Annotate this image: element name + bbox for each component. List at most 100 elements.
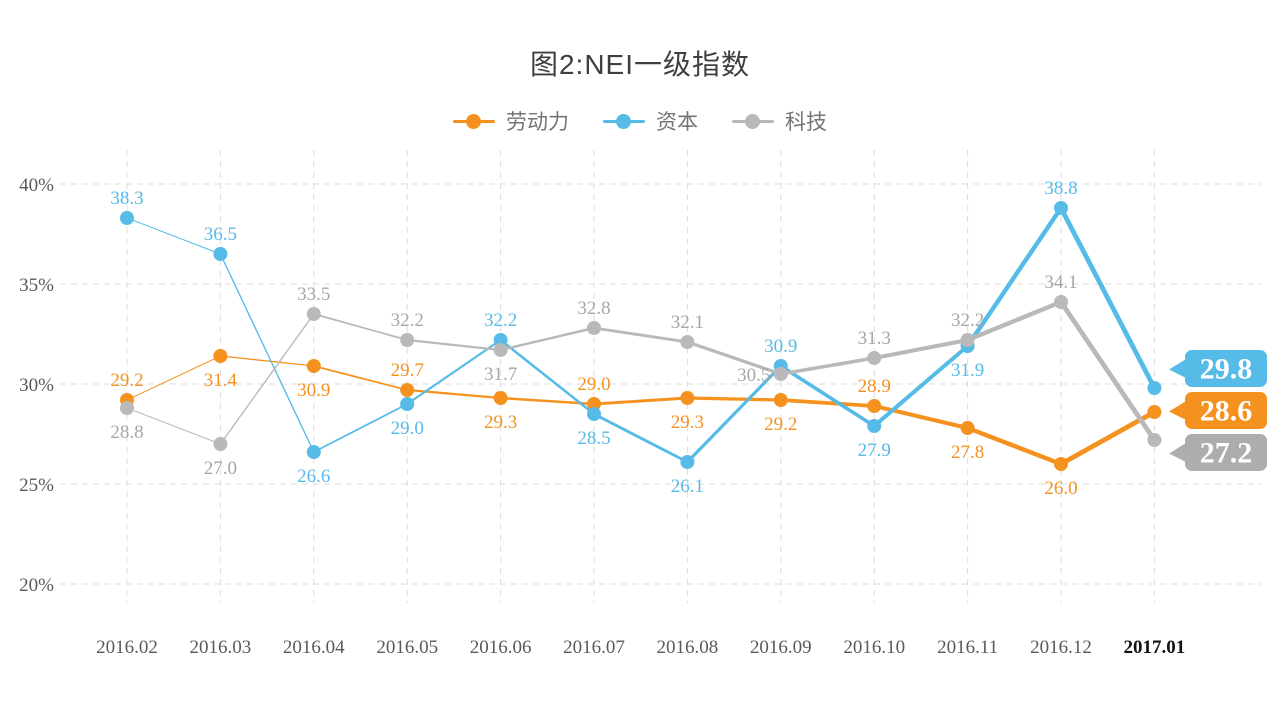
data-point-2 [213,437,228,451]
y-axis-tick-label: 20% [19,575,54,596]
series-line-0 [685,396,783,402]
x-axis-tick-label: 2016.12 [1030,637,1092,658]
data-point-label-1: 26.1 [671,476,704,497]
legend-label: 科技 [785,111,827,134]
data-point-2 [960,333,975,347]
data-point-1 [1054,201,1068,215]
data-point-2 [773,367,788,381]
data-point-0 [1054,457,1068,471]
y-axis-tick-label: 40% [19,175,54,196]
data-point-label-2: 28.8 [110,422,143,443]
x-axis-tick-label: 2016.08 [657,637,719,658]
callout-badge [1185,434,1267,471]
series-line-2 [965,299,1064,343]
x-axis-tick-label: 2016.09 [750,637,812,658]
legend-series-marker-icon [603,113,645,129]
legend-label: 资本 [656,111,698,134]
data-point-label-1: 38.3 [110,188,143,209]
data-point-2 [120,401,134,415]
series-line-2 [592,326,689,344]
legend-marker-dot [616,113,631,129]
x-axis-tick-label: 2016.06 [470,637,532,658]
data-point-1 [867,419,882,433]
callout-value: 27.2 [1200,437,1253,470]
data-point-0 [400,383,415,397]
callout-value: 29.8 [1200,353,1253,386]
data-point-label-0: 27.8 [951,442,984,463]
x-axis-tick-label: 2016.10 [843,637,905,658]
x-axis-tick-label: 2016.02 [96,637,158,658]
data-point-label-1: 26.6 [297,466,330,487]
callout-badge [1185,392,1267,429]
legend: 劳动力 资本 科技 [0,106,1280,136]
series-line-0 [126,355,221,401]
series-line-2 [872,337,970,361]
legend-label: 劳动力 [506,111,569,134]
x-axis-tick-label: 2017.01 [1124,637,1186,658]
series-line-0 [778,398,877,408]
data-point-1 [493,333,508,347]
series-line-2 [1058,299,1157,443]
series-line-1 [965,205,1064,349]
legend-item-0[interactable]: 劳动力 [453,106,569,136]
series-line-2 [312,313,409,341]
data-point-0 [773,393,788,407]
data-point-1 [120,211,134,225]
data-point-2 [680,335,695,349]
y-axis-tick-label: 25% [19,475,54,496]
series-line-2 [685,340,783,376]
data-point-label-1: 28.5 [577,428,610,449]
data-point-0 [960,421,975,435]
data-point-label-0: 31.4 [204,370,238,391]
series-line-1 [499,338,596,416]
data-point-label-0: 30.9 [297,380,330,401]
data-point-0 [1147,405,1162,419]
data-point-label-1: 30.9 [764,336,797,357]
legend-item-2[interactable]: 科技 [732,106,827,136]
data-point-label-2: 32.2 [951,310,984,331]
series-line-1 [872,343,970,429]
data-point-1 [1147,381,1162,395]
data-point-label-1: 27.9 [858,440,891,461]
x-axis-tick-label: 2016.11 [937,637,998,658]
data-point-label-2: 32.1 [671,312,704,333]
data-point-label-1: 38.8 [1044,178,1077,199]
callout-badge [1185,350,1267,387]
series-line-1 [126,217,221,255]
legend-marker-dot [466,113,481,129]
chart-title: 图2:NEI一级指数 [529,49,751,80]
data-point-2 [1054,295,1068,309]
data-point-0 [587,397,601,411]
series-line-1 [592,412,689,464]
data-point-label-0: 29.2 [764,414,797,435]
callout-tail [1169,442,1187,463]
legend-marker-dot [745,113,760,129]
data-point-label-2: 31.3 [858,328,891,349]
data-point-0 [306,359,321,373]
y-axis-tick-label: 30% [19,375,54,396]
series-line-2 [406,338,502,352]
series-line-0 [965,425,1064,467]
data-point-label-0: 28.9 [858,376,891,397]
series-line-0 [312,365,409,391]
y-axis-tick-label: 35% [19,275,54,296]
data-point-2 [400,333,415,347]
data-point-2 [493,343,508,357]
legend-item-1[interactable]: 资本 [603,106,698,136]
x-axis-tick-label: 2016.05 [376,637,438,658]
series-line-0 [592,396,689,406]
data-point-1 [400,397,415,411]
data-point-2 [867,351,882,365]
data-point-label-2: 27.0 [204,458,237,479]
data-point-2 [1147,433,1162,447]
data-point-label-2: 32.2 [391,310,424,331]
callout-tail [1169,358,1187,379]
data-point-label-0: 29.3 [484,412,517,433]
data-point-label-2: 33.5 [297,284,330,305]
callout-value: 28.6 [1200,395,1253,428]
legend-series-marker-icon [732,113,774,129]
series-line-1 [312,403,409,453]
data-point-label-0: 26.0 [1044,478,1077,499]
data-point-1 [587,407,601,421]
data-point-label-0: 29.7 [391,360,424,381]
